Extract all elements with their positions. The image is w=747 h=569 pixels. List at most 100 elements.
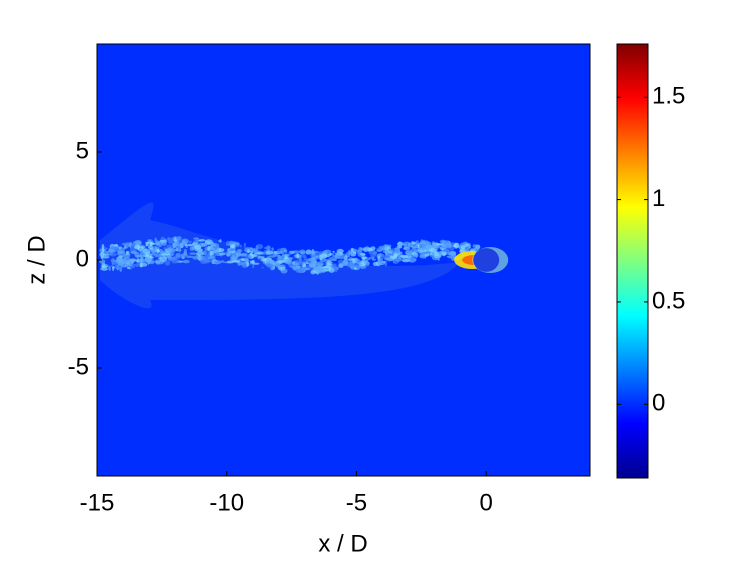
wake-blob (307, 258, 315, 262)
wake-blob (408, 242, 414, 248)
wake-blob (107, 251, 110, 254)
wake-blob (126, 255, 131, 258)
wake-blob (214, 261, 219, 264)
wake-blob (383, 245, 388, 249)
wake-blob (413, 253, 418, 256)
wake-blob (118, 246, 123, 250)
wake-blob (429, 248, 437, 253)
wake-blob (353, 267, 357, 270)
wake-blob (236, 249, 242, 254)
wake-blob (172, 256, 180, 260)
wake-blob (101, 265, 109, 268)
wake-blob (442, 247, 447, 250)
wake-blob (300, 253, 307, 258)
wake-blob (384, 249, 388, 256)
wake-blob (396, 243, 405, 246)
wake-blob (150, 249, 156, 253)
x-axis-label: x / D (318, 530, 367, 557)
wake-blob (411, 246, 417, 250)
wake-blob (280, 268, 288, 274)
wake-blob (446, 255, 453, 258)
wake-blob (174, 243, 179, 246)
wake-blob (117, 251, 123, 254)
wake-blob (291, 250, 300, 254)
wake-blob (114, 264, 123, 270)
wake-texture (98, 202, 509, 309)
y-tick-label: 0 (76, 245, 89, 272)
wake-blob (350, 247, 354, 253)
wake-blob (114, 244, 119, 247)
wake-blob (193, 237, 199, 240)
wake-blob (203, 243, 208, 246)
wake-blob (426, 244, 433, 248)
wake-blob (110, 264, 114, 267)
wake-blob (316, 261, 324, 267)
wake-blob (319, 254, 323, 261)
wake-blob (176, 235, 183, 242)
wake-blob (133, 244, 141, 250)
wake-blob (122, 247, 126, 251)
wake-blob (181, 238, 189, 245)
wake-blob (138, 258, 146, 263)
wake-blob (130, 250, 135, 254)
wake-blob (151, 242, 156, 245)
wake-blob (301, 261, 304, 267)
wake-blob (113, 247, 119, 253)
wake-blob (338, 255, 347, 260)
wake-blob (154, 245, 158, 250)
wake-blob (130, 243, 136, 247)
wake-blob (438, 254, 442, 258)
wake-blob (368, 250, 372, 255)
cylinder (473, 248, 500, 272)
wake-blob (383, 257, 390, 261)
wake-blob (171, 258, 180, 264)
wake-blob (219, 254, 223, 257)
wake-blob (194, 245, 202, 250)
wake-blob (473, 248, 476, 251)
wake-blob (305, 250, 310, 255)
wake-blob (189, 246, 194, 251)
wake-blob (266, 258, 273, 265)
wake-blob (334, 266, 338, 273)
wake-blob (313, 267, 320, 272)
wake-blob (99, 259, 106, 264)
wake-blob (241, 263, 248, 269)
wake-blob (220, 260, 225, 263)
wake-blob (377, 255, 381, 262)
wake-blob (410, 255, 415, 262)
wake-blob (290, 257, 294, 260)
wake-blob (298, 257, 303, 262)
wake-blob (430, 251, 433, 256)
wake-blob (453, 242, 460, 248)
wake-blob (99, 267, 108, 271)
wake-blob (328, 261, 333, 264)
wake-blob (350, 262, 359, 267)
wake-blob (288, 250, 293, 255)
wake-blob (434, 251, 439, 257)
wake-blob (399, 251, 403, 255)
wake-blob (182, 259, 190, 264)
wake-blob (235, 252, 242, 256)
wake-blob (145, 241, 150, 245)
wake-blob (101, 244, 105, 250)
x-tick-label: -15 (80, 489, 115, 516)
wake-blob (231, 254, 236, 260)
x-tick-label: 0 (480, 489, 493, 516)
x-tick-label: -5 (346, 489, 367, 516)
wake-blob (387, 249, 394, 253)
wake-blob (249, 260, 255, 264)
wake-blob (164, 238, 167, 244)
wake-blob (394, 257, 402, 262)
wake-blob (344, 261, 348, 265)
wake-blob (422, 251, 428, 255)
wake-blob (243, 242, 247, 248)
wake-blob (438, 243, 443, 246)
wake-blob (124, 241, 131, 248)
wake-blob (232, 259, 241, 263)
wake-blob (246, 260, 249, 267)
wake-blob (376, 249, 382, 252)
wake-blob (402, 259, 410, 263)
wake-blob (328, 256, 335, 261)
wake-blob (122, 242, 126, 245)
